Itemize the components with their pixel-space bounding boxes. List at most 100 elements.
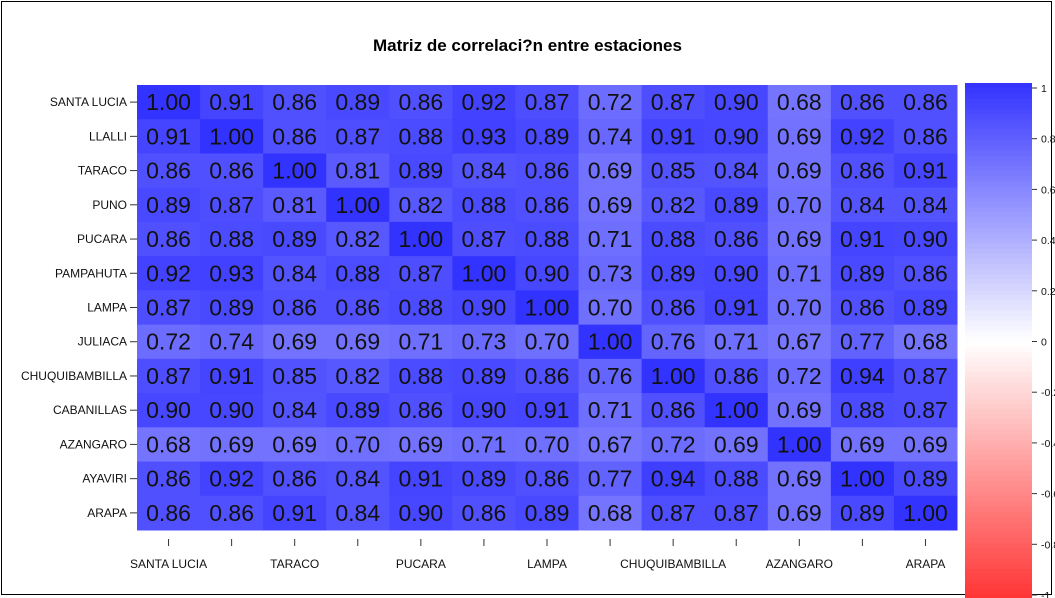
cell-value-label: 0.68: [146, 431, 191, 457]
cell-value-label: 0.86: [209, 158, 254, 184]
cell-value-label: 0.87: [398, 260, 443, 286]
cell-value-label: 0.86: [398, 397, 443, 423]
heatmap-cell: [641, 324, 706, 360]
cell-value-label: 0.73: [588, 260, 633, 286]
heatmap-cell: [200, 427, 264, 463]
heatmap-cell: [200, 187, 264, 223]
cell-value-label: 0.92: [462, 89, 507, 115]
cell-value-label: 0.84: [272, 260, 317, 286]
y-tick-label: SANTA LUCIA: [50, 95, 127, 109]
cell-value-label: 0.69: [272, 431, 317, 457]
legend-gradient-segment: [965, 212, 1032, 219]
cell-value-label: 0.70: [777, 192, 822, 218]
heatmap-cell: [830, 393, 895, 428]
legend-gradient-segment: [965, 486, 1032, 493]
legend-gradient-segment: [965, 460, 1032, 467]
heatmap-cell: [893, 119, 958, 154]
heatmap-cell: [578, 256, 643, 291]
legend-gradient-segment: [965, 315, 1032, 322]
legend-tick-label: 0: [1041, 337, 1047, 349]
legend-gradient-segment: [965, 568, 1032, 575]
cell-value-label: 0.71: [462, 431, 507, 457]
heatmap-cell: [200, 221, 264, 257]
legend-gradient-segment: [965, 362, 1032, 368]
cell-value-label: 0.91: [272, 500, 317, 526]
heatmap-cell: [578, 495, 643, 531]
heatmap-cell: [767, 427, 832, 463]
heatmap-cell: [263, 427, 327, 463]
heatmap-cell: [767, 290, 832, 326]
cell-value-label: 0.86: [209, 500, 254, 526]
legend-gradient-segment: [965, 274, 1032, 281]
cell-value-label: 0.68: [588, 500, 633, 526]
legend-gradient-segment: [965, 398, 1032, 405]
cell-value-label: 0.89: [651, 260, 696, 286]
heatmap-cell: [263, 461, 327, 497]
cell-value-label: 1.00: [840, 466, 885, 492]
cell-value-label: 0.90: [714, 123, 759, 149]
heatmap-cell: [326, 119, 390, 154]
cell-value-label: 1.00: [146, 89, 191, 115]
heatmap-cell: [452, 290, 516, 326]
heatmap-cell: [200, 461, 264, 497]
legend-gradient-segment: [965, 393, 1032, 399]
legend-gradient-segment: [965, 341, 1032, 348]
cell-value-label: 0.88: [714, 466, 759, 492]
legend-gradient-segment: [965, 543, 1032, 549]
cell-value-label: 1.00: [651, 363, 696, 389]
cell-value-label: 0.87: [462, 226, 507, 252]
heatmap-cell: [893, 256, 958, 291]
cell-value-label: 0.86: [146, 466, 191, 492]
cell-value-label: 1.00: [903, 500, 948, 526]
cell-value-label: 1.00: [525, 295, 570, 321]
heatmap-cell: [137, 256, 201, 291]
cell-value-label: 1.00: [462, 260, 507, 286]
legend-gradient-segment: [965, 419, 1032, 425]
x-tick-label: CHUQUIBAMBILLA: [620, 557, 726, 571]
cell-value-label: 0.69: [777, 397, 822, 423]
cell-value-label: 0.87: [525, 89, 570, 115]
heatmap-cell: [578, 153, 643, 189]
cell-value-label: 0.72: [588, 89, 633, 115]
cell-value-label: 0.89: [840, 260, 885, 286]
legend-gradient-segment: [965, 579, 1032, 586]
heatmap-cell: [830, 119, 895, 154]
cell-value-label: 0.90: [903, 226, 948, 252]
heatmap-cell: [578, 85, 643, 120]
legend-gradient-segment: [965, 367, 1032, 374]
heatmap-cell: [641, 393, 706, 428]
heatmap-cell: [578, 427, 643, 463]
cell-value-label: 0.91: [525, 397, 570, 423]
heatmap-cell: [641, 256, 706, 291]
heatmap-cell: [326, 256, 390, 291]
heatmap-cell: [578, 358, 643, 394]
cell-value-label: 0.91: [146, 123, 191, 149]
cell-value-label: 0.70: [777, 295, 822, 321]
cell-value-label: 0.90: [146, 397, 191, 423]
heatmap-cell: [704, 427, 769, 463]
legend-gradient-segment: [965, 207, 1032, 213]
heatmap-cell: [263, 85, 327, 120]
heatmap-cell: [389, 119, 453, 154]
heatmap-cell: [389, 393, 453, 428]
legend-gradient-segment: [965, 258, 1032, 265]
cell-value-label: 0.90: [209, 397, 254, 423]
heatmap-cell: [200, 393, 264, 428]
legend-gradient-segment: [965, 558, 1032, 565]
legend-tick-label: 0.8: [1041, 134, 1055, 146]
cell-value-label: 0.86: [146, 158, 191, 184]
heatmap-cell: [137, 153, 201, 189]
heatmap-cell: [452, 427, 516, 463]
heatmap-cell: [389, 187, 453, 223]
heatmap-cell: [326, 393, 390, 428]
heatmap-cell: [389, 85, 453, 120]
legend-gradient-segment: [965, 372, 1032, 379]
legend-gradient-segment: [965, 563, 1032, 570]
heatmap-cell: [830, 461, 895, 497]
legend-gradient-segment: [965, 170, 1032, 177]
heatmap-cell: [893, 358, 958, 394]
cell-value-label: 0.89: [903, 466, 948, 492]
heatmap-cell: [200, 256, 264, 291]
cell-value-label: 0.82: [398, 192, 443, 218]
cell-value-label: 0.94: [840, 363, 885, 389]
